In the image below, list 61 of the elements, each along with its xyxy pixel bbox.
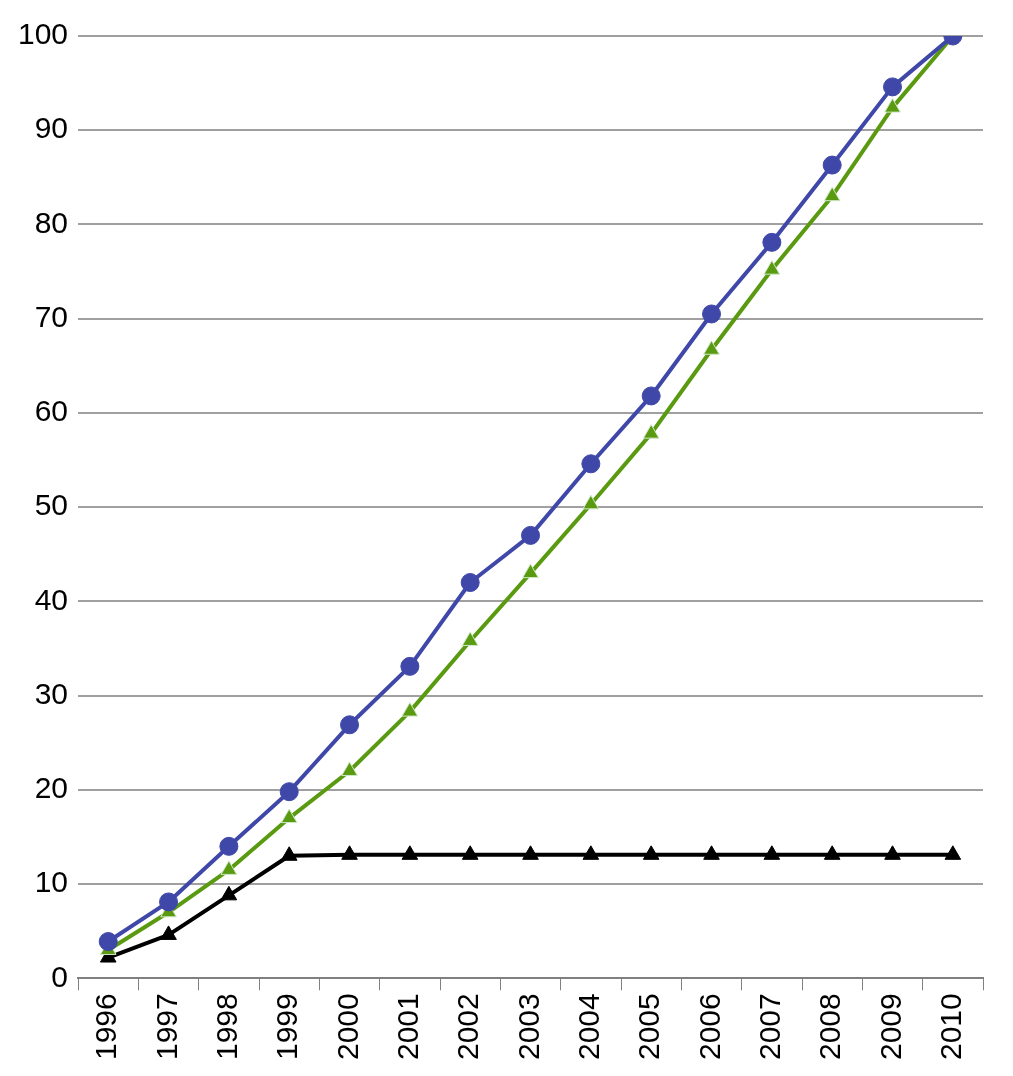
point (763, 845, 781, 860)
x-tick-label: 2002 (451, 993, 485, 1061)
point (521, 525, 541, 545)
x-tick-label: 2003 (511, 993, 545, 1061)
point (220, 885, 238, 901)
point (823, 186, 841, 202)
point (641, 386, 661, 406)
point (884, 845, 901, 860)
x-tick-label: 2000 (330, 993, 364, 1061)
point (702, 304, 722, 324)
point (884, 98, 901, 113)
x-tick-label: 2001 (391, 993, 425, 1061)
x-tick-label: 2009 (873, 993, 907, 1061)
point (642, 424, 660, 439)
point (823, 845, 841, 860)
point (400, 656, 420, 676)
point (280, 808, 298, 824)
y-tick-label: 20 (34, 771, 69, 805)
point (220, 860, 238, 875)
point (401, 845, 419, 860)
y-tick-label: 40 (34, 582, 69, 616)
point (763, 260, 781, 275)
point (280, 846, 298, 861)
x-tick-label: 2010 (934, 993, 968, 1061)
point (883, 77, 903, 97)
y-tick-label: 70 (34, 299, 69, 333)
point (522, 845, 539, 860)
x-tick-label: 2007 (753, 993, 787, 1061)
y-tick-label: 100 (17, 17, 69, 51)
x-tick-label: 1996 (89, 993, 123, 1061)
point (703, 340, 720, 355)
point (341, 761, 358, 776)
point (160, 925, 177, 940)
y-tick-label: 30 (34, 676, 69, 710)
x-tick-label: 1999 (270, 993, 304, 1061)
point (642, 845, 660, 860)
point (401, 702, 419, 717)
point (219, 836, 239, 856)
point (944, 845, 962, 860)
x-tick-label: 2008 (813, 993, 847, 1061)
point (703, 845, 720, 860)
y-tick-label: 90 (34, 111, 69, 145)
point (762, 232, 782, 252)
point (522, 563, 539, 579)
y-tick-label: 10 (34, 865, 69, 899)
point (461, 631, 479, 646)
x-tick-label: 2005 (632, 993, 666, 1061)
y-tick-label: 50 (34, 488, 69, 522)
y-tick-label: 60 (34, 394, 69, 428)
x-tick-label: 1998 (210, 993, 244, 1061)
point (582, 494, 600, 510)
x-tick-label: 1997 (149, 993, 183, 1061)
point (341, 845, 358, 860)
point (822, 155, 842, 175)
point (581, 454, 601, 474)
point (461, 845, 479, 860)
point (582, 845, 600, 860)
y-tick-label: 0 (51, 959, 69, 993)
x-tick-label: 2006 (692, 993, 726, 1061)
x-tick-label: 2004 (572, 993, 606, 1061)
y-tick-label: 80 (34, 205, 69, 239)
